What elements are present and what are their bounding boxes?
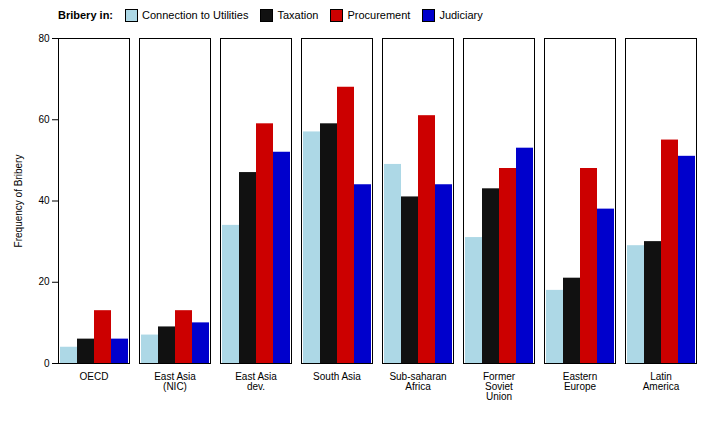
svg-text:80: 80: [38, 33, 50, 44]
html-text:Bribery in:: Bribery in:: [58, 9, 113, 21]
svg-text:20: 20: [38, 276, 50, 287]
svg-text:OECD: OECD: [80, 371, 109, 382]
svg-text:FormerSovietUnion: FormerSovietUnion: [483, 371, 516, 402]
svg-text:40: 40: [38, 195, 50, 206]
svg-text:EasternEurope: EasternEurope: [563, 371, 597, 392]
html-text:Taxation: Taxation: [277, 9, 319, 21]
html-text:Procurement: Procurement: [347, 9, 411, 21]
svg-text:LatinAmerica: LatinAmerica: [643, 371, 680, 392]
svg-text:East Asia(NIC): East Asia(NIC): [154, 371, 196, 392]
svg-text:0: 0: [44, 358, 50, 369]
svg-text:60: 60: [38, 114, 50, 125]
svg-text:South Asia: South Asia: [313, 371, 361, 382]
svg-text:Frequency of Bribery: Frequency of Bribery: [13, 155, 24, 248]
html-text:Judiciary: Judiciary: [439, 9, 483, 21]
html-text:Connection to Utilities: Connection to Utilities: [142, 9, 249, 21]
svg-text:East Asiadev.: East Asiadev.: [235, 371, 277, 392]
svg-text:Sub-saharanAfrica: Sub-saharanAfrica: [389, 371, 446, 392]
